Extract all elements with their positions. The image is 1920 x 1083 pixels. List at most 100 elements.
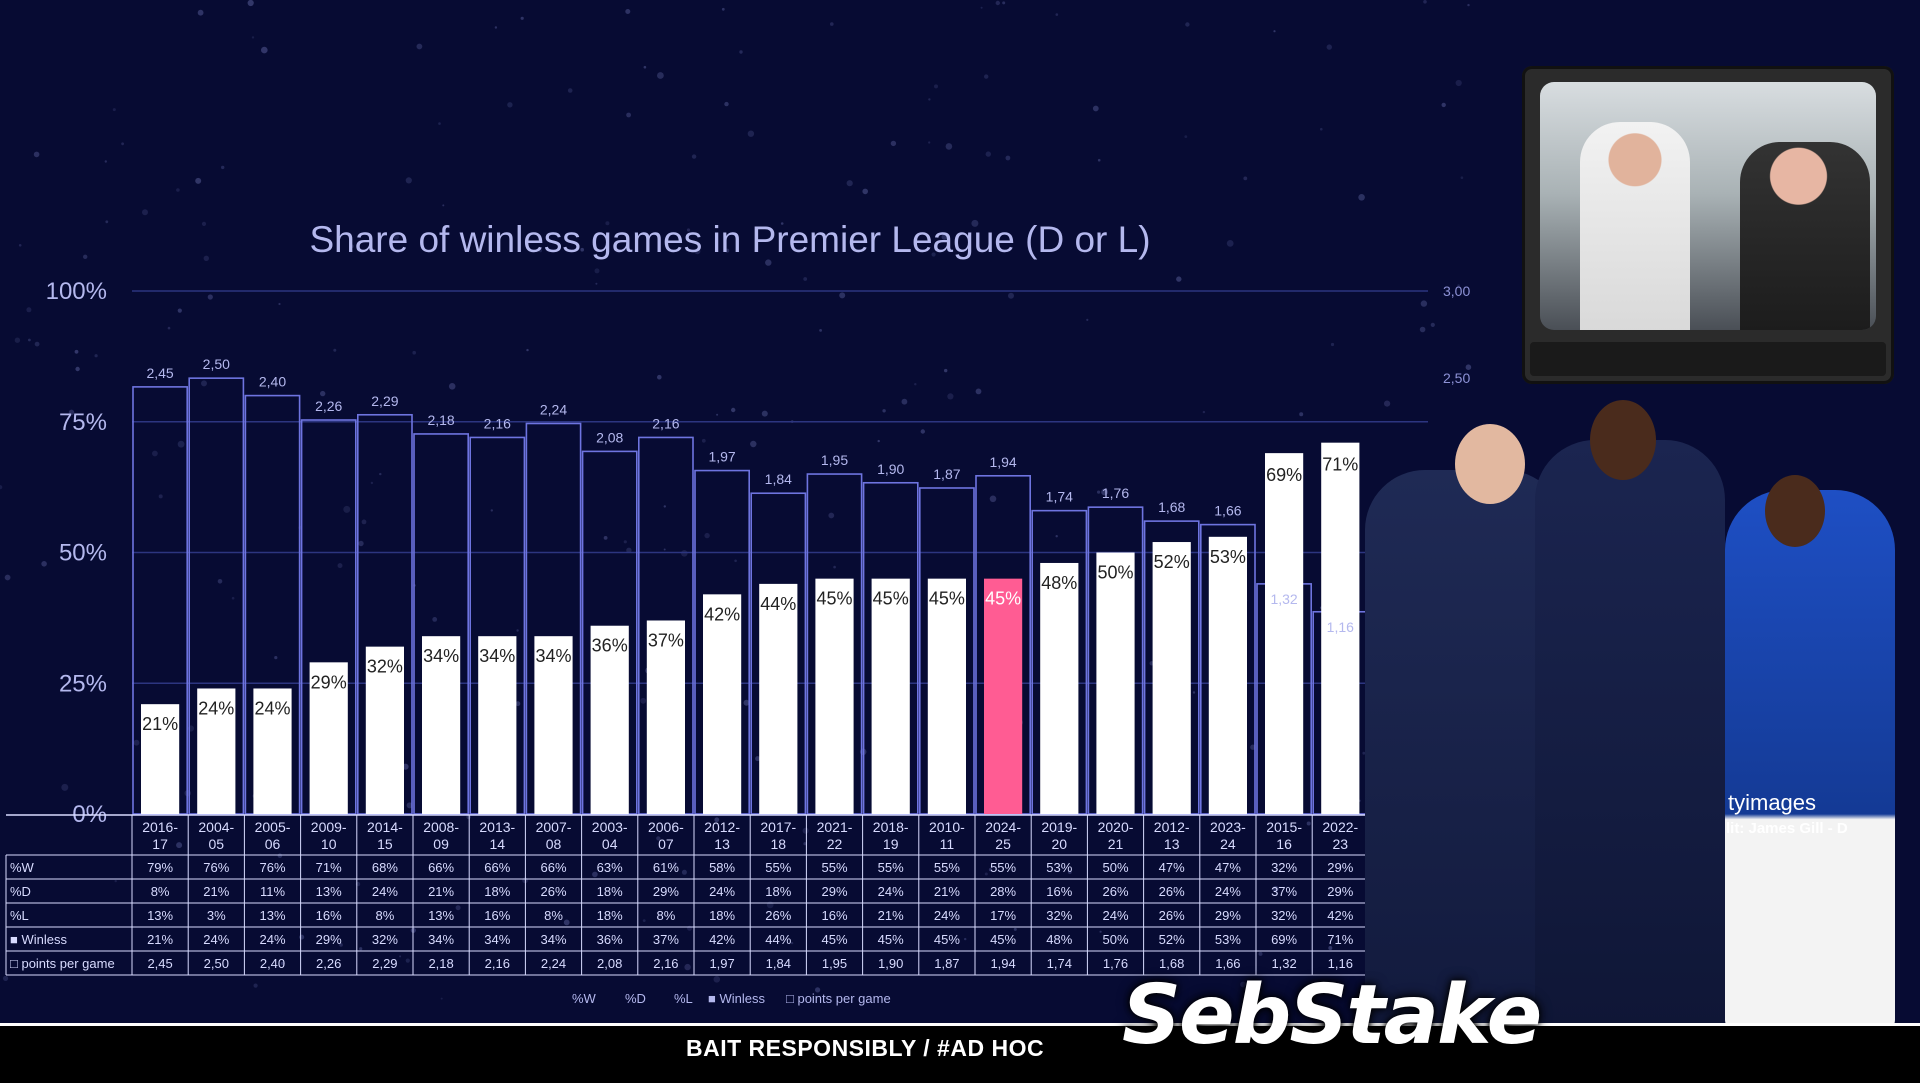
table-cell: 76% (203, 860, 229, 875)
background-star (1467, 3, 1470, 7)
background-star (1055, 13, 1059, 16)
background-star (1419, 326, 1426, 333)
winless-bar (759, 583, 798, 814)
background-star (1192, 691, 1196, 694)
background-star (231, 596, 235, 600)
table-cell: 2,45 (147, 956, 172, 971)
background-star (440, 997, 443, 1000)
background-star (1243, 176, 1248, 181)
background-star (724, 101, 729, 107)
background-star (684, 963, 691, 971)
background-star (663, 548, 666, 551)
table-cell: 26% (540, 884, 566, 899)
table-cell: 2,16 (653, 956, 678, 971)
background-star (890, 140, 897, 147)
category-label: 13 (1164, 836, 1180, 852)
background-star (152, 450, 158, 457)
background-star (217, 579, 223, 584)
background-star (176, 188, 180, 192)
background-star (1005, 155, 1011, 161)
background-star (1099, 930, 1102, 933)
table-cell: 32% (1271, 908, 1297, 923)
background-star (18, 244, 22, 247)
background-star (432, 617, 438, 622)
background-star (743, 699, 750, 706)
background-star (731, 407, 736, 413)
background-star (846, 180, 853, 187)
table-cell: 71% (1327, 932, 1353, 947)
table-cell: 63% (597, 860, 623, 875)
background-star (1008, 292, 1014, 299)
background-star (975, 388, 982, 395)
background-star (1273, 30, 1276, 33)
winless-data-label: 29% (311, 672, 347, 692)
background-star (686, 228, 691, 232)
table-cell: 8% (657, 908, 676, 923)
table-row-label: %D (10, 884, 31, 899)
category-label: 16 (1276, 836, 1292, 852)
table-cell: 24% (372, 884, 398, 899)
table-cell: 34% (540, 932, 566, 947)
footer-bar (0, 1023, 1920, 1083)
background-star (142, 209, 148, 216)
background-star (133, 739, 140, 746)
table-cell: 47% (1159, 860, 1185, 875)
background-star (1423, 0, 1427, 4)
background-star (1055, 535, 1058, 538)
background-star (941, 234, 948, 240)
ppg-data-label: 1,68 (1158, 499, 1185, 515)
table-cell: 1,74 (1047, 956, 1072, 971)
category-label: 2012- (704, 819, 740, 835)
background-star (1306, 821, 1311, 826)
ppg-data-label: 1,32 (1270, 591, 1297, 607)
background-star (663, 505, 666, 508)
background-star (75, 366, 80, 372)
table-cell: 71% (316, 860, 342, 875)
background-star (790, 941, 794, 945)
table-cell: 42% (709, 932, 735, 947)
table-cell: 76% (259, 860, 285, 875)
winless-bar (1040, 562, 1079, 814)
background-star (995, 0, 1000, 6)
background-star (944, 368, 948, 373)
y-left-tick-label: 25% (59, 670, 107, 697)
category-label: 2015- (1266, 819, 1302, 835)
category-label: 2022- (1322, 819, 1358, 835)
background-star (1362, 751, 1366, 755)
background-star (405, 177, 412, 184)
table-cell: 37% (653, 932, 679, 947)
winless-data-label: 34% (423, 646, 459, 666)
table-cell: 2,50 (204, 956, 229, 971)
background-star (1328, 946, 1333, 950)
photo-credit-text: lit: James Gill - D (1726, 820, 1848, 837)
background-star (516, 629, 519, 632)
background-star (580, 247, 584, 252)
background-star (251, 36, 255, 39)
category-label: 13 (714, 836, 730, 852)
photo-credit-brand: tyimages (1728, 790, 1817, 815)
table-cell: 24% (934, 908, 960, 923)
category-label: 2020- (1098, 819, 1134, 835)
background-star (520, 16, 524, 20)
background-star (934, 84, 938, 89)
table-cell: 29% (1327, 884, 1353, 899)
category-label: 2023- (1210, 819, 1246, 835)
table-cell: 1,32 (1271, 956, 1296, 971)
ppg-data-label: 2,45 (146, 365, 173, 381)
background-star (416, 43, 423, 50)
table-cell: 1,95 (822, 956, 847, 971)
table-cell: 68% (372, 860, 398, 875)
player-kit-figure (1725, 490, 1895, 1030)
background-star (1330, 342, 1335, 347)
background-star (594, 268, 600, 274)
table-cell: 55% (821, 860, 847, 875)
category-label: 2005- (255, 819, 291, 835)
table-cell: 18% (484, 884, 510, 899)
background-star (1184, 135, 1188, 139)
ppg-data-label: 1,84 (765, 471, 792, 487)
background-star (41, 561, 47, 567)
chart-title: Share of winless games in Premier League… (309, 219, 1150, 260)
category-label: 2004- (198, 819, 234, 835)
winless-bar (534, 636, 573, 814)
